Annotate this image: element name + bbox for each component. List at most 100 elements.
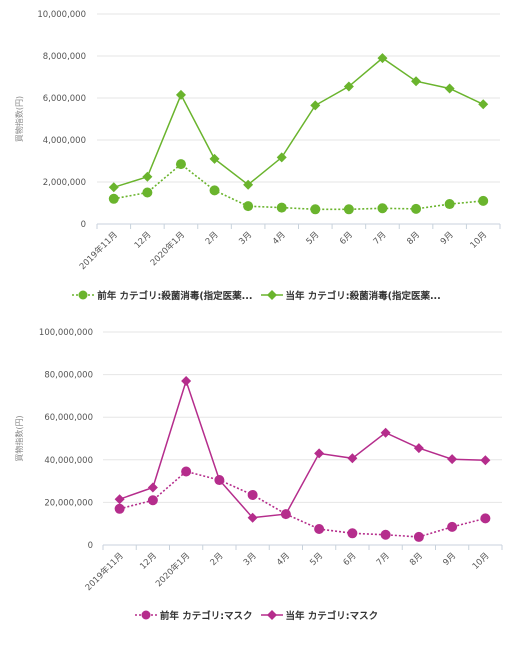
data-point-prev-year (243, 201, 254, 212)
x-tick-label: 9月 (439, 230, 456, 247)
data-point-prev-year (347, 528, 358, 539)
x-tick-label: 7月 (372, 230, 389, 247)
x-tick-label: 7月 (375, 551, 392, 568)
data-point-prev-year (142, 187, 153, 198)
data-point-curr-year (142, 171, 153, 182)
data-point-prev-year (413, 531, 424, 542)
y-axis-label: 買物指数(円) (14, 415, 24, 461)
data-point-prev-year (108, 193, 119, 204)
x-tick-label: 12月 (133, 230, 154, 251)
x-tick-label: 6月 (342, 551, 359, 568)
data-point-prev-year (447, 521, 458, 532)
legend-circle-icon (134, 610, 157, 620)
y-axis-label: 買物指数(円) (14, 96, 24, 142)
chart-disinfectant: 0 2,000,000 4,000,000 6,000,000 8,000,000 10,… (0, 0, 513, 318)
data-point-curr-year (343, 81, 354, 92)
data-point-curr-year (108, 182, 119, 193)
data-point-prev-year (310, 204, 321, 215)
data-point-prev-year (411, 203, 422, 214)
x-tick-label: 3月 (237, 230, 254, 247)
data-point-prev-year (343, 204, 354, 215)
x-tick-label: 12月 (138, 551, 159, 572)
data-point-curr-year (314, 448, 325, 459)
data-point-prev-year (444, 199, 455, 210)
series-line-curr-year (119, 378, 486, 519)
series-line-prev-year (119, 470, 486, 538)
data-point-curr-year (276, 152, 287, 163)
y-tick-label: 8,000,000 (43, 52, 86, 62)
x-tick-label: 4月 (271, 230, 288, 247)
series-line-curr-year (113, 57, 484, 189)
chart-mask: 0 20,000,000 40,000,000 60,000,000 80,000,00… (0, 318, 513, 661)
y-tick-label: 80,000,000 (44, 371, 93, 381)
x-tick-label: 2019年11月 (77, 229, 120, 272)
x-tick-label: 5月 (304, 230, 321, 247)
x-tick-label: 2020年1月 (148, 229, 187, 268)
data-point-curr-year (380, 427, 391, 438)
legend-item-curr-year[interactable]: 当年 カテゴリ:マスク (260, 608, 379, 622)
data-point-prev-year (480, 513, 491, 524)
legend-label: 前年 カテゴリ:殺菌消毒(指定医薬... (97, 291, 253, 302)
data-point-curr-year (175, 89, 186, 100)
series-line-prev-year (113, 163, 484, 211)
legend-circle-icon (72, 290, 95, 300)
data-point-prev-year (478, 195, 489, 206)
x-tick-label: 6月 (338, 230, 355, 247)
x-tick-label: 2月 (204, 230, 221, 247)
chart-disinfectant-plot: 0 2,000,000 4,000,000 6,000,000 8,000,000 10,… (14, 10, 501, 272)
x-tick-label: 8月 (408, 551, 425, 568)
legend-item-prev-year[interactable]: 前年 カテゴリ:殺菌消毒(指定医薬... (72, 288, 253, 302)
data-point-curr-year (209, 153, 220, 164)
x-tick-label: 2月 (209, 551, 226, 568)
y-tick-label: 6,000,000 (43, 94, 86, 104)
legend-diamond-icon (260, 610, 283, 620)
data-point-prev-year (147, 495, 158, 506)
legend-label: 当年 カテゴリ:マスク (285, 611, 379, 622)
data-point-curr-year (181, 375, 192, 386)
data-point-prev-year (175, 159, 186, 170)
data-point-curr-year (280, 509, 291, 520)
y-tick-label: 0 (88, 541, 93, 551)
data-point-curr-year (347, 453, 358, 464)
data-point-curr-year (247, 512, 258, 523)
data-point-curr-year (310, 100, 321, 111)
data-point-prev-year (380, 529, 391, 540)
data-point-prev-year (247, 489, 258, 500)
data-point-prev-year (314, 524, 325, 535)
x-tick-label: 8月 (405, 230, 422, 247)
x-tick-label: 10月 (469, 230, 490, 251)
data-point-curr-year (411, 76, 422, 87)
data-point-curr-year (243, 179, 254, 190)
x-tick-label: 4月 (275, 551, 292, 568)
data-point-curr-year (147, 482, 158, 493)
data-point-prev-year (209, 185, 220, 196)
legend-item-prev-year[interactable]: 前年 カテゴリ:マスク (134, 608, 253, 622)
y-tick-label: 2,000,000 (43, 178, 86, 188)
x-tick-label: 2019年11月 (83, 550, 126, 593)
data-point-curr-year (447, 454, 458, 465)
data-point-curr-year (114, 494, 125, 505)
chart-mask-plot: 0 20,000,000 40,000,000 60,000,000 80,000,00… (14, 328, 503, 593)
chart-disinfectant-legend: 前年 カテゴリ:殺菌消毒(指定医薬... 当年 カテゴリ:殺菌消毒(指定医薬..… (0, 288, 513, 302)
y-tick-label: 60,000,000 (44, 413, 93, 423)
x-tick-label: 9月 (441, 551, 458, 568)
y-tick-label: 40,000,000 (44, 456, 93, 466)
data-point-curr-year (480, 455, 491, 466)
y-tick-label: 10,000,000 (37, 10, 86, 20)
data-point-prev-year (276, 202, 287, 213)
data-point-curr-year (478, 99, 489, 110)
x-tick-label: 5月 (308, 551, 325, 568)
x-tick-label: 3月 (242, 551, 259, 568)
chart-mask-legend: 前年 カテゴリ:マスク 当年 カテゴリ:マスク (0, 608, 513, 622)
y-tick-label: 4,000,000 (43, 136, 86, 146)
legend-label: 当年 カテゴリ:殺菌消毒(指定医薬... (285, 291, 441, 302)
y-tick-label: 0 (81, 220, 86, 230)
x-tick-label: 2020年1月 (153, 550, 192, 589)
legend-diamond-icon (260, 290, 283, 300)
data-point-prev-year (181, 466, 192, 477)
data-point-prev-year (114, 503, 125, 514)
data-point-curr-year (214, 475, 225, 486)
data-point-curr-year (377, 53, 388, 64)
y-tick-label: 100,000,000 (39, 328, 93, 338)
legend-item-curr-year[interactable]: 当年 カテゴリ:殺菌消毒(指定医薬... (260, 288, 441, 302)
